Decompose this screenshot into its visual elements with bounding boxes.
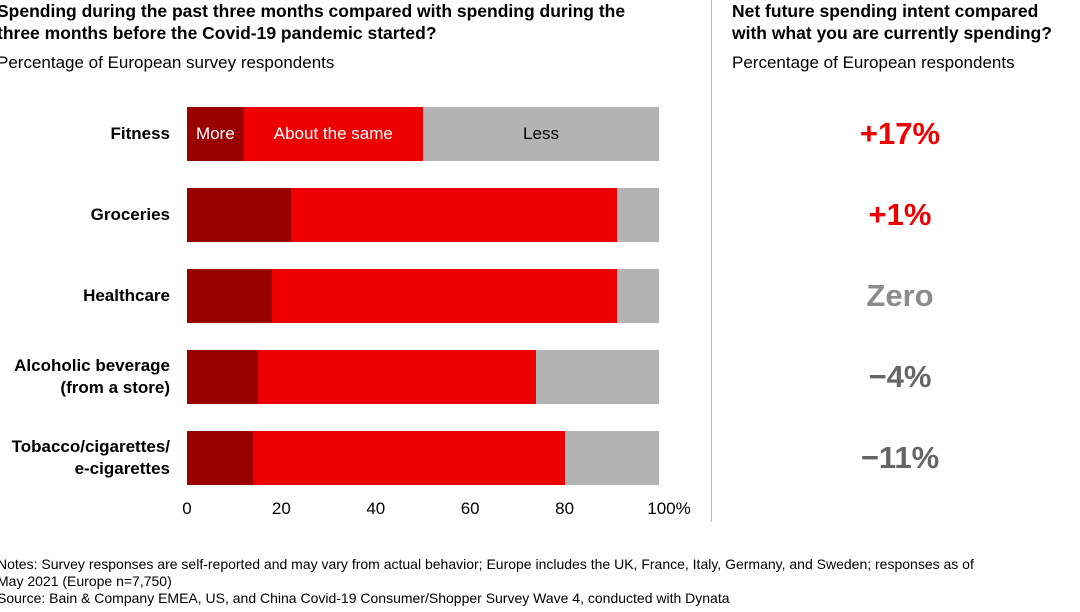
bar-segment-more	[187, 431, 254, 485]
x-tick-label: 20	[271, 499, 291, 518]
x-tick-label: 0	[182, 499, 192, 518]
bar-segment-more	[187, 350, 258, 404]
bar-segment-about-the-same	[290, 188, 617, 242]
net-intent-value: −4%	[868, 359, 932, 394]
notes: Notes: Survey responses are self-reporte…	[0, 556, 974, 606]
x-tick-label: 100%	[647, 499, 691, 518]
bar-segment-about-the-same	[271, 269, 617, 323]
category-label: Tobacco/cigarettes/e-cigarettes	[11, 437, 170, 478]
bar-segment-about-the-same	[253, 431, 565, 485]
bar-segment-more	[187, 269, 272, 323]
x-tick-label: 60	[460, 499, 480, 518]
bar-segment-about-the-same: About the same	[243, 107, 423, 161]
bar-segment-about-the-same	[257, 350, 537, 404]
left-title: Spending during the past three months co…	[0, 1, 626, 43]
x-tick-label: 40	[366, 499, 386, 518]
net-intent-value: Zero	[866, 278, 934, 313]
panel-divider	[711, 0, 712, 522]
bar-segment-more: More	[187, 107, 244, 161]
x-tick-label: 80	[555, 499, 575, 518]
category-label: Healthcare	[83, 286, 170, 305]
bar-segment-less	[564, 431, 659, 485]
right-subtitle: Percentage of European respondents	[732, 53, 1015, 72]
right-title: Net future spending intent compared with …	[732, 1, 1052, 43]
category-label: Alcoholic beverage (from a store)	[14, 356, 170, 397]
left-subtitle: Percentage of European survey respondent…	[0, 53, 335, 72]
bar-segment-more	[187, 188, 291, 242]
bar-segment-less	[616, 188, 659, 242]
net-intent-value: +17%	[859, 116, 941, 151]
bar-segment-less: Less	[423, 107, 659, 161]
bar-segment-less	[536, 350, 659, 404]
category-label: Fitness	[110, 124, 170, 143]
bar-segment-less	[616, 269, 659, 323]
category-label: Groceries	[90, 205, 170, 224]
net-intent-value: +1%	[868, 197, 932, 232]
net-intent-value: −11%	[860, 440, 940, 475]
